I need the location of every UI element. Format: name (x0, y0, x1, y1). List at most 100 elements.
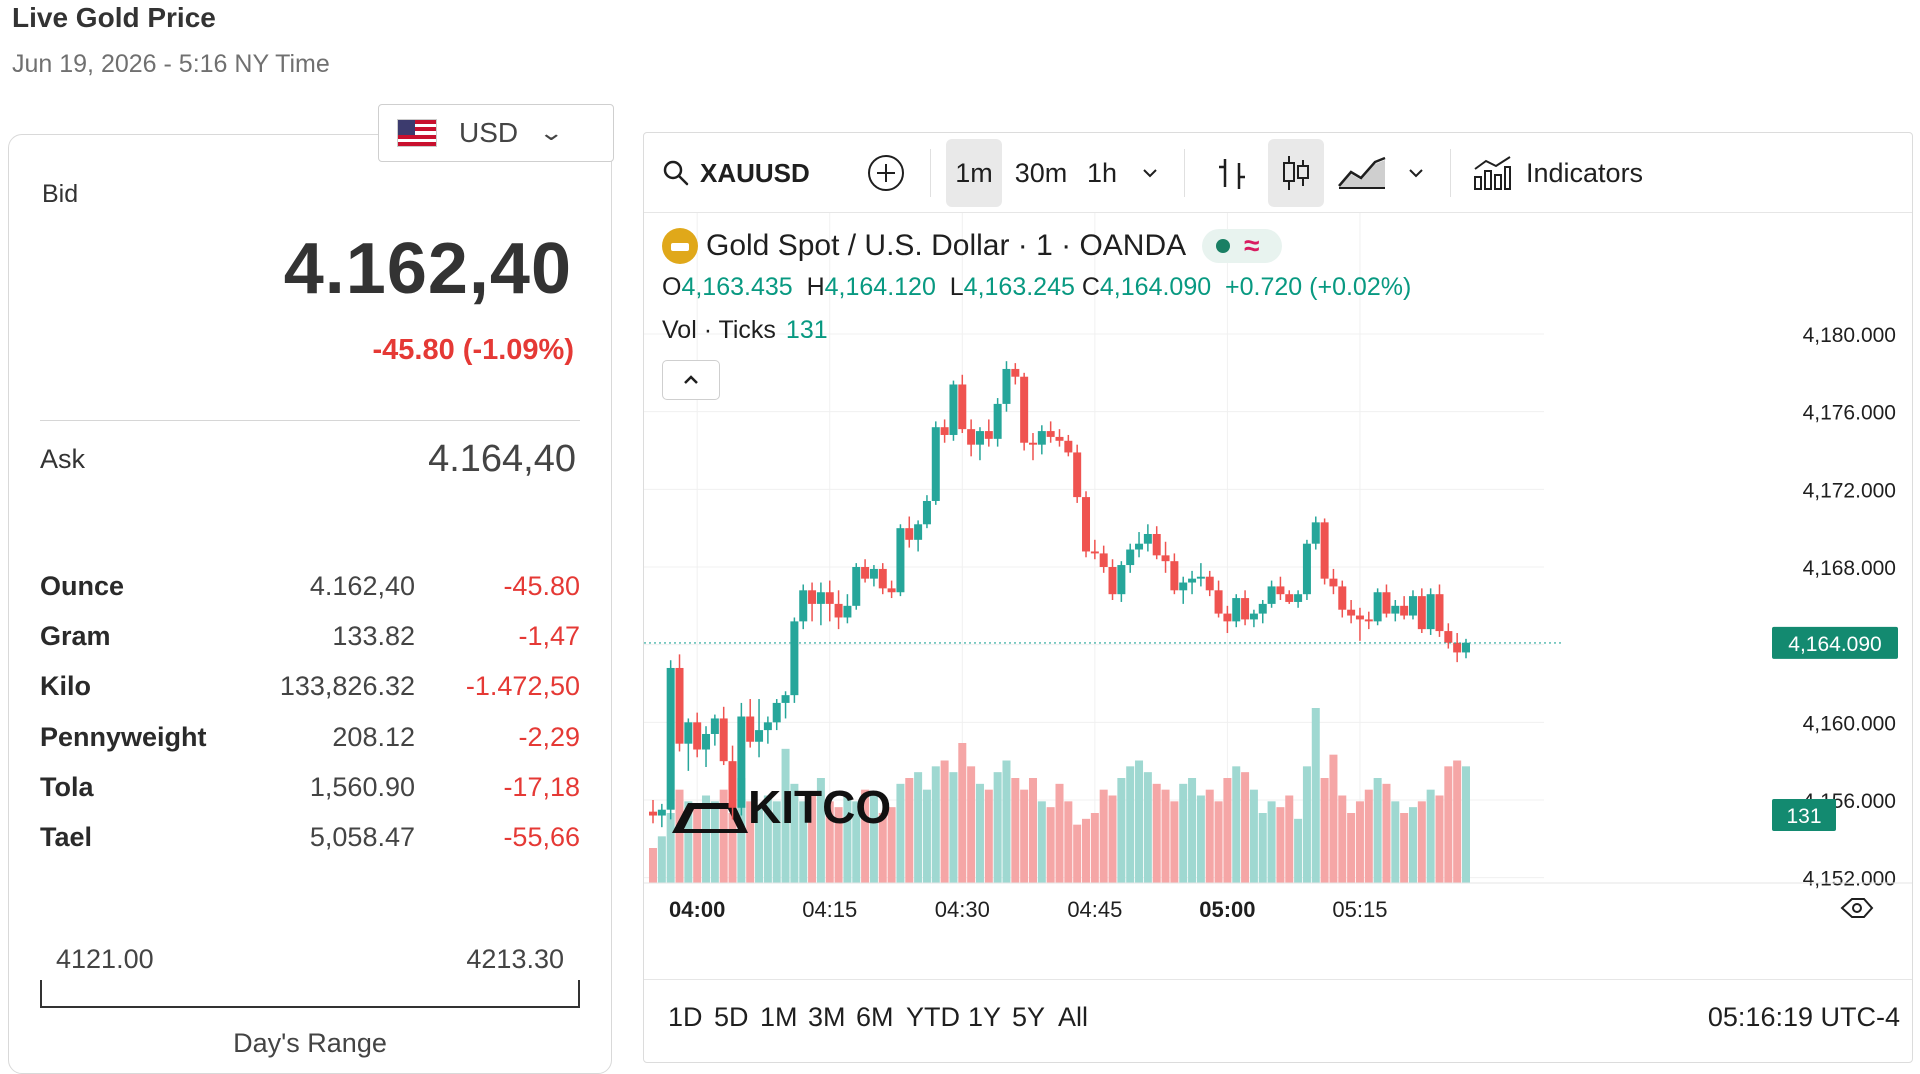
range-1d[interactable]: 1D (668, 1002, 703, 1032)
volume-bar (1011, 778, 1020, 883)
y-axis-tick-label: 4,180.000 (1803, 324, 1896, 347)
day-range-bar (40, 980, 580, 1008)
interval-1m[interactable]: 1m (946, 139, 1002, 207)
candle-body (1249, 613, 1258, 620)
close-value: 4,164.090 (1099, 273, 1212, 301)
last-price-label: 4,164.090 (1788, 633, 1881, 656)
volume-bar (1170, 801, 1179, 883)
candle-body (1294, 594, 1303, 602)
indicators-icon (1474, 156, 1511, 190)
kitco-logo-icon (672, 803, 748, 833)
price-chart[interactable]: KITCO 4,180.000 4,176.000 4,172.000 4,168.00… (644, 213, 1913, 979)
unit-name: Tael (40, 822, 93, 852)
candle-body (887, 588, 896, 593)
day-range-label: Day's Range (233, 1028, 387, 1058)
candle-body (958, 384, 967, 430)
volume-bar (1347, 813, 1356, 883)
market-status-pill[interactable]: ≈ (1202, 229, 1283, 263)
candle-body (1408, 596, 1417, 616)
candle-body (1028, 442, 1037, 445)
chevron-up-icon (684, 375, 698, 384)
area-chart-button[interactable] (1332, 139, 1392, 207)
compare-button[interactable] (858, 139, 914, 207)
volume-label: Vol · Ticks (662, 316, 776, 344)
candle-body (1462, 642, 1470, 653)
indicators-button[interactable]: Indicators (1466, 139, 1666, 207)
candle-body (702, 733, 711, 750)
volume-bar (1400, 813, 1409, 883)
range-5d[interactable]: 5D (714, 1002, 749, 1032)
volume-bar (861, 789, 870, 883)
volume-bar (1143, 772, 1152, 883)
volume-bar (1364, 789, 1373, 883)
unit-row-pennyweight: Pennyweight 208.12 -2,29 (40, 722, 580, 762)
symbol-search[interactable]: XAUUSD (662, 139, 842, 207)
volume-bar (755, 807, 764, 883)
volume-bar (1417, 801, 1426, 883)
range-1m[interactable]: 1M (760, 1002, 798, 1032)
unit-price: 208.12 (332, 722, 415, 752)
range-3m[interactable]: 3M (808, 1002, 846, 1032)
range-6m[interactable]: 6M (856, 1002, 894, 1032)
x-axis-tick-label: 04:00 (669, 897, 725, 922)
candle-body (825, 592, 834, 604)
interval-dropdown[interactable] (1130, 139, 1170, 207)
volume-legend: Vol · Ticks 131 (662, 316, 828, 345)
candles-button[interactable] (1268, 139, 1324, 207)
range-all[interactable]: All (1058, 1002, 1089, 1032)
volume-bar (1082, 818, 1091, 883)
candle-body (693, 722, 702, 750)
interval-30m[interactable]: 30m (1014, 157, 1068, 188)
range-1y[interactable]: 1Y (968, 1002, 1002, 1032)
volume-bar (1002, 760, 1011, 883)
volume-bar (940, 760, 949, 883)
currency-select[interactable]: USD ⌄ (378, 104, 614, 162)
unit-change: -55,66 (503, 822, 580, 852)
volume-bar (914, 772, 923, 883)
collapse-legend-button[interactable] (662, 360, 720, 400)
chart-type-dropdown[interactable] (1396, 139, 1436, 207)
candle-body (1435, 594, 1444, 632)
candle-body (1090, 551, 1099, 554)
chart-clock: 05:16:19 UTC-4 (1707, 1002, 1900, 1032)
volume-bar (675, 789, 684, 883)
candle-body (993, 403, 1002, 439)
plus-circle-icon (868, 155, 904, 191)
candle-body (1223, 613, 1232, 622)
candle-body (790, 621, 799, 696)
candle-body (1170, 561, 1179, 591)
volume-bar (666, 813, 675, 883)
candle-body (940, 427, 949, 435)
y-axis-tick-label: 4,160.000 (1803, 712, 1896, 735)
candle-body (719, 718, 728, 762)
candle-body (1037, 431, 1046, 445)
range-5y[interactable]: 5Y (1012, 1002, 1046, 1032)
interval-1h[interactable]: 1h (1086, 157, 1118, 188)
candle-body (1002, 368, 1011, 404)
candle-body (1453, 642, 1462, 653)
volume-bar (1232, 766, 1241, 883)
volume-bar (1453, 760, 1462, 883)
volume-bar (702, 795, 711, 883)
volume-bar (1223, 778, 1232, 883)
chart-toolbar: XAUUSD 1m 30m 1h Indicators (644, 133, 1912, 213)
close-label: C (1081, 273, 1100, 301)
volume-bar (1426, 789, 1435, 883)
range-ytd[interactable]: YTD (906, 1002, 960, 1032)
x-axis-tick-label: 04:45 (1067, 897, 1122, 922)
candle-body (1011, 368, 1020, 377)
bar-chart-button[interactable] (1204, 139, 1260, 207)
candle-body (931, 427, 940, 501)
x-axis-tick-label: 05:15 (1332, 897, 1387, 922)
wave-icon: ≈ (1244, 230, 1260, 261)
candle-body (684, 722, 693, 744)
day-range-low: 4121.00 (56, 944, 154, 974)
volume-bar (878, 813, 887, 883)
settings-icon[interactable] (1840, 898, 1874, 918)
candle-body (816, 592, 825, 604)
candle-body (1276, 586, 1285, 595)
volume-bar (1161, 789, 1170, 883)
candle-body (1426, 594, 1435, 630)
candle-body (967, 429, 976, 445)
volume-bar (1338, 795, 1347, 883)
